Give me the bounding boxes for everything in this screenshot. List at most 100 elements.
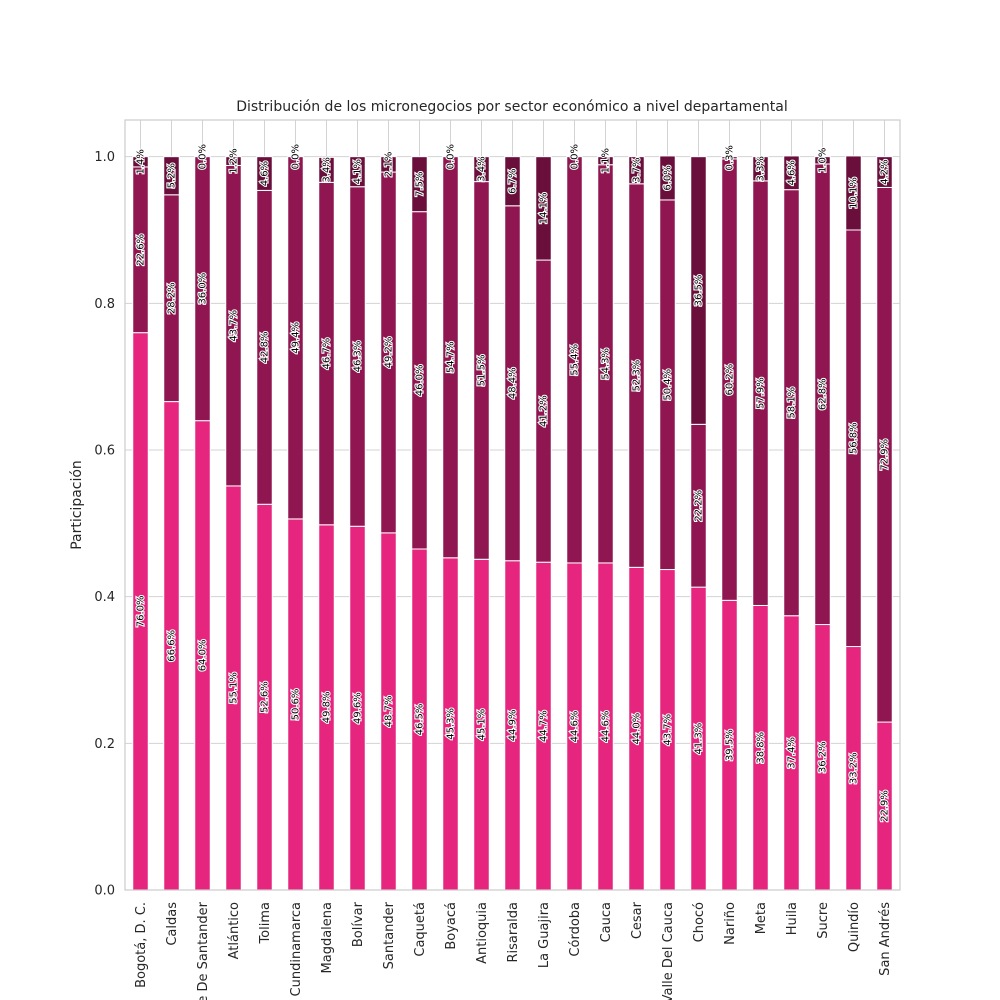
x-tick-label: Tolima xyxy=(258,902,273,945)
bar-data-label: 66.6% xyxy=(167,630,178,662)
x-tick-label: La Guajira xyxy=(537,902,552,968)
x-tick-label: Magdalena xyxy=(320,902,335,973)
bar-data-label: 46.3% xyxy=(353,341,364,373)
bar-segment xyxy=(597,156,614,166)
bar-data-label: 4.6% xyxy=(260,161,271,186)
bar-data-label: 60.2% xyxy=(725,364,736,396)
bar-data-label: 38.8% xyxy=(756,732,767,764)
bar-data-label: 46.5% xyxy=(415,704,426,736)
x-tick-label: Cauca xyxy=(599,902,614,942)
bar-segment xyxy=(287,156,304,520)
bar-data-label: 33.2% xyxy=(849,752,860,784)
bar-data-label: 4.1% xyxy=(353,159,364,184)
x-tick-label: Huila xyxy=(785,902,800,935)
bar-segment xyxy=(535,156,552,261)
bar-data-label: 52.6% xyxy=(260,681,271,713)
x-tick-label: Cesar xyxy=(630,901,645,939)
bar-data-label: 1.0% xyxy=(818,148,829,173)
bar-data-label: 1.4% xyxy=(136,149,147,174)
bar-data-label: 2.1% xyxy=(384,152,395,177)
x-tick-label: Córdoba xyxy=(568,902,583,957)
bar-segment xyxy=(380,156,397,173)
bar-segment xyxy=(349,156,366,188)
bar-data-label: 3.4% xyxy=(322,157,333,182)
bar-data-label: 22.2% xyxy=(694,490,705,522)
bar-segment xyxy=(225,156,242,166)
bar-data-label: 7.5% xyxy=(415,171,426,196)
bar-segment xyxy=(721,156,738,160)
bar-data-label: 3.7% xyxy=(632,158,643,183)
bar-data-label: 45.3% xyxy=(446,708,457,740)
bar-data-label: 3.3% xyxy=(756,156,767,181)
y-tick-label: 0.4 xyxy=(94,590,115,605)
bar-data-label: 0.0% xyxy=(291,144,302,169)
bar-data-label: 14.1% xyxy=(539,192,550,224)
x-tick-label: San Andrés xyxy=(878,902,893,976)
x-axis-ticks: Bogotá, D. C. Caldas Norte De Santander Atl… xyxy=(134,901,893,1000)
bar-data-label: 51.5% xyxy=(477,355,488,387)
x-tick-label: Boyacá xyxy=(444,902,459,950)
bar-data-label: 58.1% xyxy=(787,387,798,419)
bar-data-label: 43.7% xyxy=(663,714,674,746)
bar-segment xyxy=(628,156,645,185)
x-tick-label: Antioquia xyxy=(475,902,490,964)
bars xyxy=(132,155,893,891)
bar-segment xyxy=(814,156,831,165)
y-tick-label: 1.0 xyxy=(94,150,115,165)
bar-segment xyxy=(690,156,707,425)
bar-data-label: 36.0% xyxy=(198,273,209,305)
bar-segment xyxy=(876,156,893,188)
bar-data-label: 52.3% xyxy=(632,360,643,392)
x-tick-label: Meta xyxy=(754,902,769,934)
bar-data-label: 46.7% xyxy=(322,338,333,370)
bar-data-label: 44.7% xyxy=(539,710,550,742)
x-tick-label: Cundinamarca xyxy=(289,902,304,996)
bar-data-label: 45.1% xyxy=(477,709,488,741)
x-tick-label: Santander xyxy=(382,901,397,969)
y-tick-label: 0.8 xyxy=(94,297,115,312)
bar-labels: 76.0% 22.6% 1.4% 66.6% 28.2% 5.2% 64.0% 36.0% 0.… xyxy=(134,143,891,823)
y-axis-ticks: 0.0 0.2 0.4 0.6 0.8 1.0 xyxy=(94,150,115,898)
bar-data-label: 22.6% xyxy=(136,234,147,266)
bar-data-label: 6.7% xyxy=(508,169,519,194)
bar-data-label: 44.6% xyxy=(570,711,581,743)
bar-data-label: 41.2% xyxy=(539,395,550,427)
bar-segment xyxy=(504,156,521,207)
bar-data-label: 1.1% xyxy=(601,148,612,173)
x-tick-label: Sucre xyxy=(816,902,831,939)
bar-data-label: 54.7% xyxy=(446,341,457,373)
bar-data-label: 46.0% xyxy=(415,364,426,396)
bar-data-label: 49.2% xyxy=(384,337,395,369)
bar-segment xyxy=(163,156,180,196)
bar-data-label: 37.4% xyxy=(787,737,798,769)
x-tick-label: Bogotá, D. C. xyxy=(134,902,149,988)
bar-data-label: 0.0% xyxy=(446,144,457,169)
bar-data-label: 6.0% xyxy=(663,165,674,190)
bar-data-label: 72.9% xyxy=(880,439,891,471)
bar-data-label: 49.8% xyxy=(322,692,333,724)
bar-data-label: 3.4% xyxy=(477,156,488,181)
bar-data-label: 50.4% xyxy=(663,369,674,401)
bar-data-label: 50.6% xyxy=(291,689,302,721)
bar-data-label: 36.2% xyxy=(818,741,829,773)
x-tick-label: Nariño xyxy=(723,902,738,945)
bar-data-label: 4.2% xyxy=(880,159,891,184)
x-tick-label: Quindío xyxy=(847,902,862,952)
bar-data-label: 22.9% xyxy=(880,790,891,822)
chart-title: Distribución de los micronegocios por se… xyxy=(236,99,788,115)
bar-data-label: 0.0% xyxy=(570,144,581,169)
bar-data-label: 64.0% xyxy=(198,639,209,671)
bar-segment xyxy=(845,155,862,231)
x-tick-label: Caquetá xyxy=(413,902,428,957)
bar-segment xyxy=(318,156,335,183)
bar-data-label: 49.4% xyxy=(291,322,302,354)
bar-data-label: 1.2% xyxy=(229,148,240,173)
bar-data-label: 49.6% xyxy=(353,692,364,724)
plot-frame xyxy=(124,119,901,891)
bar-segment xyxy=(194,156,211,422)
x-tick-label: Risaralda xyxy=(506,902,521,963)
bar-data-label: 55.1% xyxy=(229,672,240,704)
bar-data-label: 0.0% xyxy=(198,144,209,169)
bar-data-label: 36.5% xyxy=(694,275,705,307)
